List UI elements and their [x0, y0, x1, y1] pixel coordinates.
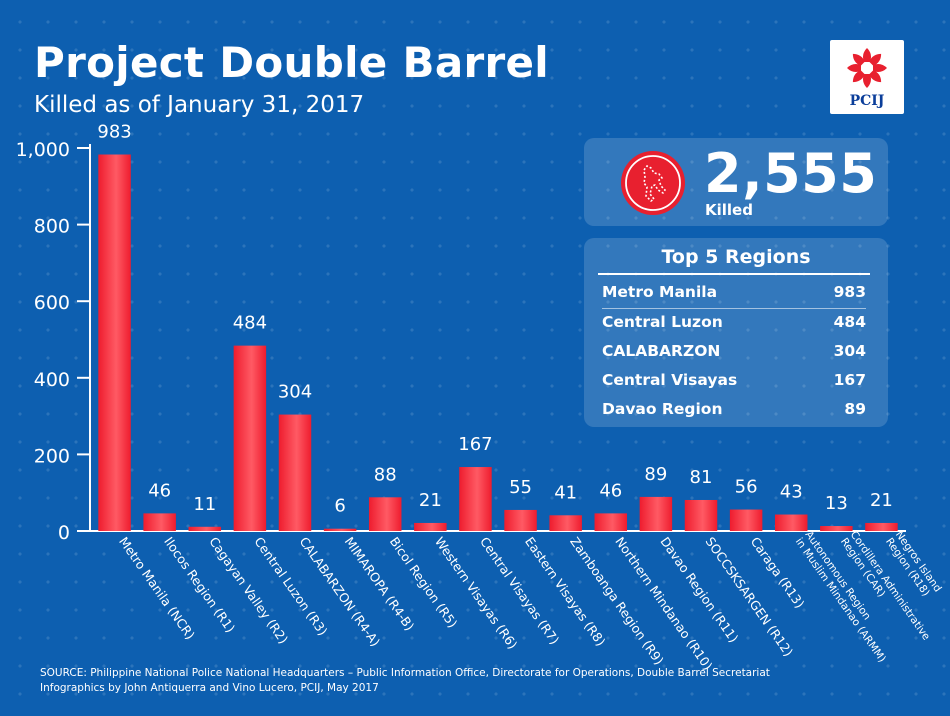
bar	[729, 509, 763, 531]
data-label: 6	[334, 496, 345, 517]
data-label: 11	[193, 494, 216, 515]
pcij-sunburst-logo-icon	[847, 48, 887, 88]
top-region-value: 304	[833, 342, 866, 360]
data-label: 21	[870, 490, 893, 511]
x-tick-label: SOCCSKSARGEN (R12)	[703, 534, 797, 659]
y-tick-label: 400	[34, 369, 70, 391]
fallen-figure-icon	[621, 151, 685, 215]
data-label: 983	[97, 122, 131, 143]
credit-line: Infographics by John Antiquerra and Vino…	[40, 682, 379, 694]
x-tick-label-line: SOCCSKSARGEN (R12)	[703, 534, 797, 659]
x-tick-label-line: Eastern Visayas (R8)	[522, 534, 608, 649]
bar	[143, 513, 176, 531]
bar	[278, 414, 312, 531]
top-region-value: 89	[844, 400, 866, 418]
x-tick-label: Eastern Visayas (R8)	[522, 534, 608, 649]
bar	[820, 526, 853, 531]
x-tick-label: Davao Region (R11)	[657, 534, 741, 645]
bar	[323, 528, 357, 531]
top-region-value: 983	[833, 283, 866, 301]
x-tick-label: Cagayan Valley (R2)	[206, 534, 291, 646]
top-region-name: Central Visayas	[602, 371, 738, 389]
data-label: 46	[148, 480, 171, 501]
top-region-row: Davao Region 89	[602, 396, 866, 425]
total-killed-panel: 2,555 Killed	[584, 138, 888, 226]
top-region-row: Central Luzon 484	[602, 309, 866, 338]
top-region-value: 484	[833, 313, 866, 331]
top-regions-heading: Top 5 Regions	[661, 246, 811, 268]
data-label: 89	[644, 464, 667, 485]
source-line: SOURCE: Philippine National Police Natio…	[40, 667, 770, 679]
top-region-row: Central Visayas 167	[602, 367, 866, 396]
page-subtitle: Killed as of January 31, 2017	[34, 92, 365, 118]
data-label: 41	[554, 482, 577, 503]
bar	[594, 513, 628, 531]
data-label: 13	[825, 493, 848, 514]
data-label: 55	[509, 477, 532, 498]
top-region-name: Metro Manila	[602, 283, 718, 301]
top-region-name: CALABARZON	[602, 342, 721, 360]
x-tick-label-line: Central Visayas (R7)	[477, 534, 562, 647]
bar	[504, 509, 537, 531]
top-region-name: Central Luzon	[602, 313, 723, 331]
top-region-name: Davao Region	[602, 400, 723, 418]
x-tick-label: Western Visayas (R6)	[432, 534, 521, 652]
bar	[774, 514, 808, 531]
data-label: 484	[233, 313, 267, 334]
source-note: SOURCE: Philippine National Police Natio…	[40, 666, 770, 696]
page-title: Project Double Barrel	[34, 38, 549, 87]
y-tick-label: 200	[34, 445, 70, 467]
bar	[865, 522, 898, 531]
y-tick-label: 800	[34, 216, 70, 238]
x-tick-label-line: Western Visayas (R6)	[432, 534, 521, 652]
bar	[639, 496, 673, 531]
top-region-value: 167	[833, 371, 866, 389]
y-tick-label: 600	[34, 292, 70, 314]
data-label: 43	[780, 482, 803, 503]
y-tick-label: 1,000	[16, 139, 70, 161]
top-region-row: CALABARZON 304	[602, 338, 866, 367]
data-label: 46	[599, 480, 622, 501]
top-regions-list: Metro Manila 983 Central Luzon 484 CALAB…	[602, 279, 866, 425]
bar	[98, 154, 131, 532]
data-label: 81	[690, 467, 713, 488]
top-regions-divider	[598, 273, 870, 275]
total-killed-label: Killed	[705, 201, 753, 219]
data-label: 21	[419, 490, 442, 511]
total-killed-value: 2,555	[704, 142, 878, 205]
x-tick-label: CALABARZON (R4-A)	[297, 534, 384, 649]
x-tick-label-line: Cagayan Valley (R2)	[206, 534, 291, 646]
pcij-logo: PCIJ	[830, 40, 904, 114]
x-tick-label-line: Davao Region (R11)	[657, 534, 741, 645]
x-tick-label-line: CALABARZON (R4-A)	[297, 534, 384, 649]
data-label: 88	[374, 464, 397, 485]
top-region-row: Metro Manila 983	[602, 279, 866, 309]
bar	[233, 345, 267, 531]
bar	[368, 497, 402, 531]
data-label: 304	[278, 382, 312, 403]
y-tick-label: 0	[58, 522, 70, 544]
bar	[459, 467, 492, 531]
bar	[188, 526, 222, 531]
bar	[549, 515, 582, 531]
data-label: 56	[735, 477, 758, 498]
data-label: 167	[458, 434, 492, 455]
logo-text: PCIJ	[849, 93, 885, 109]
bar	[684, 499, 718, 531]
x-tick-label: Central Visayas (R7)	[477, 534, 562, 647]
top-regions-panel: Top 5 Regions Metro Manila 983 Central L…	[584, 238, 888, 427]
bar	[414, 522, 447, 531]
